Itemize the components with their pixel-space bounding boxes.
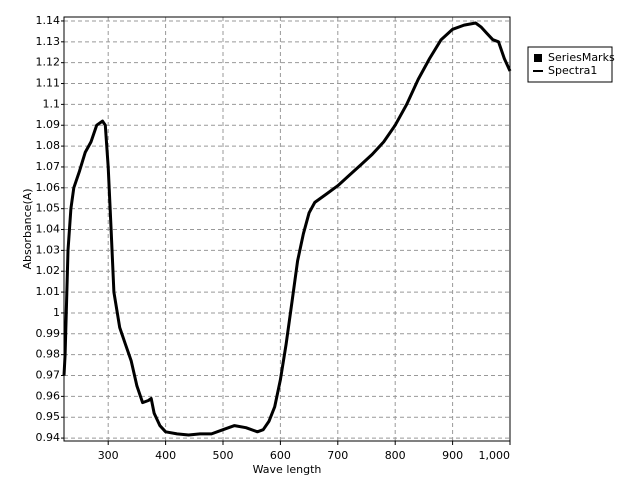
y-tick-label: 0.98	[36, 348, 61, 361]
x-tick-label: 500	[212, 449, 233, 462]
x-tick-label: 800	[385, 449, 406, 462]
y-tick-label: 1.11	[36, 77, 61, 90]
y-tick-label: 1	[53, 306, 60, 319]
y-tick-label: 1.01	[36, 285, 61, 298]
x-tick-label: 600	[270, 449, 291, 462]
y-axis-title: Absorbance(A)	[21, 188, 34, 269]
x-tick-label: 700	[327, 449, 348, 462]
line-series	[62, 21, 512, 437]
legend-swatch	[534, 54, 542, 62]
y-tick-label: 1.12	[36, 56, 61, 69]
x-tick-label: 900	[442, 449, 463, 462]
y-tick-label: 1.04	[36, 223, 61, 236]
x-tick-label: 300	[98, 449, 119, 462]
y-tick-label: 1.13	[36, 35, 61, 48]
y-tick-label: 0.99	[36, 327, 61, 340]
y-tick-label: 1.08	[36, 139, 61, 152]
y-tick-label: 1.1	[43, 97, 61, 110]
plot-border	[63, 16, 511, 442]
y-tick-label: 1.06	[36, 181, 61, 194]
y-tick-label: 1.14	[36, 14, 61, 27]
legend-label: Spectra1	[548, 64, 597, 77]
y-tick-label: 1.03	[36, 243, 61, 256]
x-axis-title: Wave length	[253, 463, 322, 476]
y-tick-label: 1.05	[36, 202, 61, 215]
legend-box	[527, 46, 613, 83]
y-tick-label: 1.07	[36, 160, 61, 173]
x-tick-label: 400	[155, 449, 176, 462]
y-tick-label: 0.97	[36, 369, 61, 382]
y-tick-label: 1.09	[36, 118, 61, 131]
y-tick-label: 0.95	[36, 410, 61, 423]
y-tick-label: 0.96	[36, 389, 61, 402]
x-tick-label: 1,000	[479, 449, 511, 462]
y-tick-label: 1.02	[36, 264, 61, 277]
legend-label: SeriesMarks	[548, 51, 615, 64]
y-tick-label: 0.94	[36, 431, 61, 444]
